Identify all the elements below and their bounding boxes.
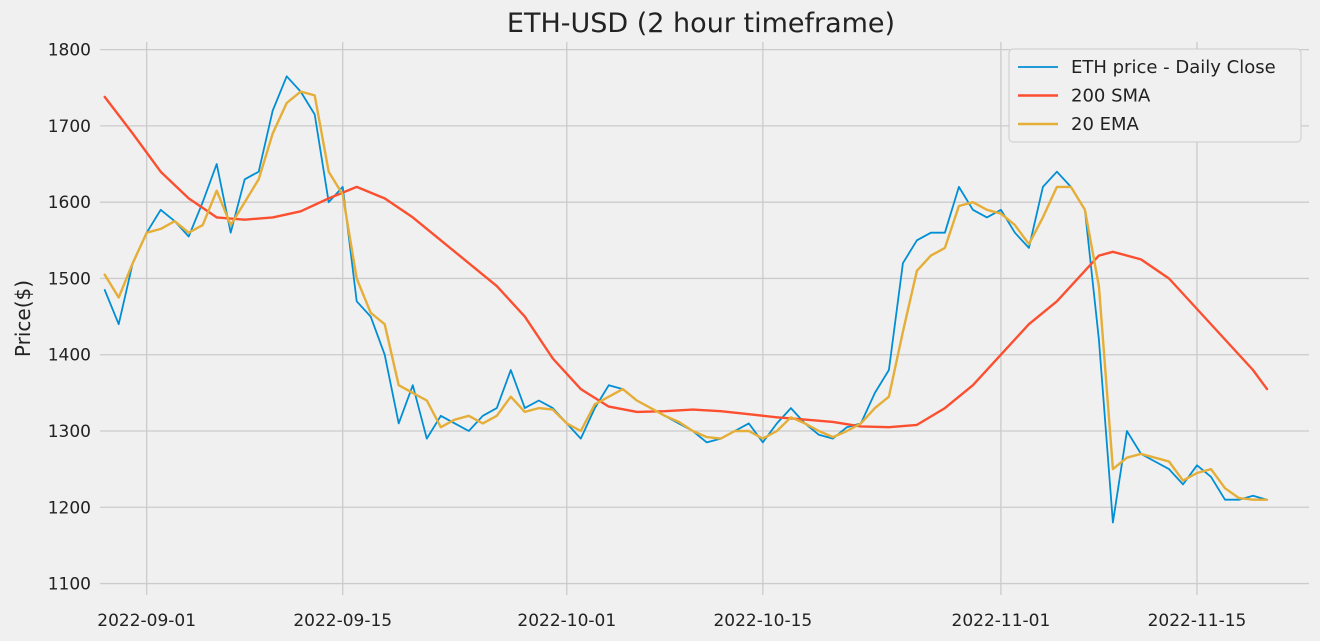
x-tick-label: 2022-10-15: [713, 611, 812, 631]
legend-box: [1008, 48, 1302, 143]
series-line-2: [103, 95, 1269, 429]
chart-title: ETH-USD (2 hour timeframe): [507, 8, 895, 39]
y-tick-label: 1100: [48, 575, 91, 595]
series-layer: [103, 75, 1269, 524]
legend-label-3: 20 EMA: [1071, 114, 1140, 135]
y-tick-label: 1200: [48, 498, 91, 518]
y-tick-label: 1300: [48, 422, 91, 442]
x-tick-label: 2022-09-15: [293, 611, 392, 631]
legend-label-1: ETH price - Daily Close: [1071, 57, 1276, 78]
tick-labels: 1100 1200 1300 1400 1500 1600 1700 1800 2022-09-…: [48, 41, 1247, 631]
series-line-3: [103, 90, 1269, 501]
legend-label-2: 200 SMA: [1071, 86, 1151, 107]
y-tick-label: 1800: [48, 41, 91, 61]
y-tick-label: 1600: [48, 193, 91, 213]
y-tick-label: 1700: [48, 117, 91, 137]
y-tick-label: 1400: [48, 346, 91, 366]
y-axis-label: Price($): [11, 280, 35, 357]
x-tick-label: 2022-11-15: [1148, 611, 1247, 631]
x-tick-label: 2022-11-01: [952, 611, 1051, 631]
x-tick-label: 2022-09-01: [97, 611, 196, 631]
legend: ETH price - Daily Close 200 SMA 20 EMA: [1008, 48, 1302, 143]
x-tick-label: 2022-10-01: [517, 611, 616, 631]
y-tick-label: 1500: [48, 269, 91, 289]
